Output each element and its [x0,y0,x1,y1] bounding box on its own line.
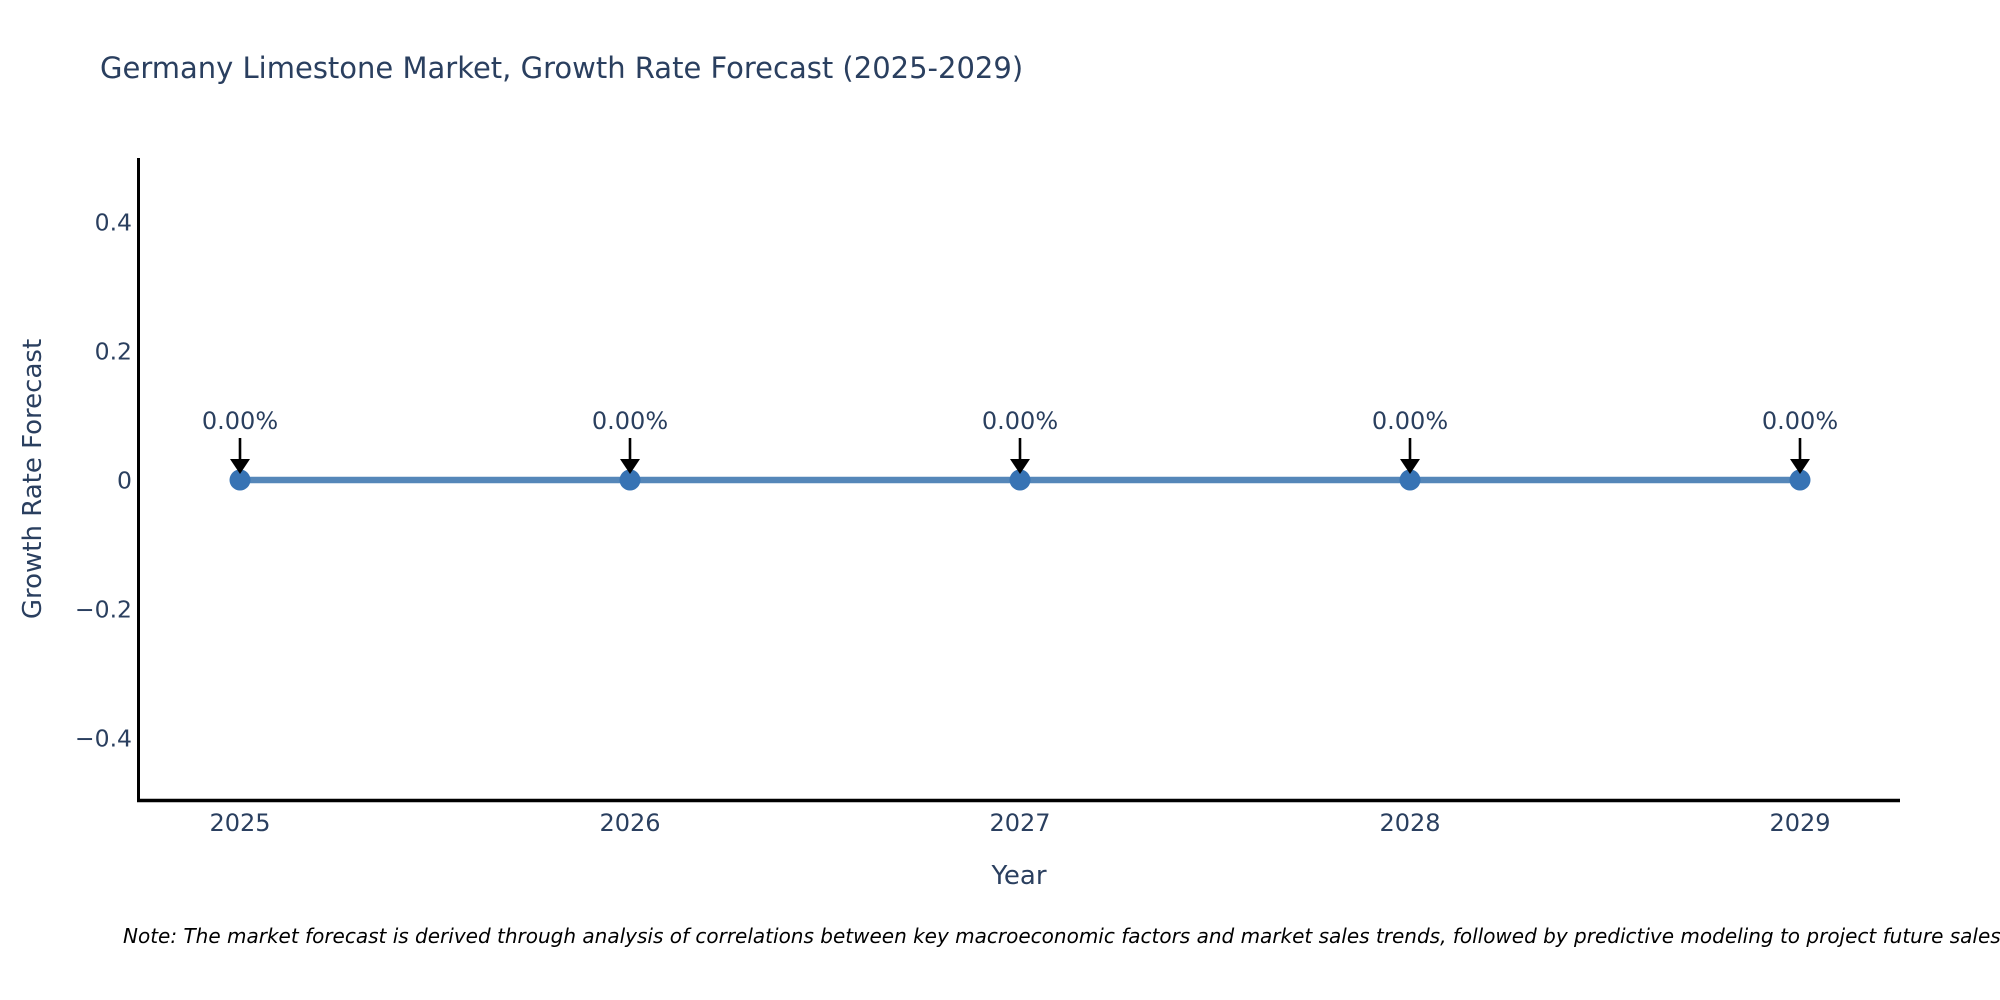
data-point-marker [1009,469,1031,491]
x-tick-label: 2025 [209,809,270,837]
annotation-label: 0.00% [1372,407,1448,435]
y-tick-label: 0.4 [95,209,132,237]
x-tick-label: 2028 [1379,809,1440,837]
annotation-arrowhead-icon [1790,459,1810,474]
x-axis-tick-labels: 2025 2026 2027 2028 2029 [209,809,1830,837]
annotation-label: 0.00% [982,407,1058,435]
chart-title: Germany Limestone Market, Growth Rate Fo… [100,51,1024,85]
y-tick-label: −0.4 [75,725,132,753]
annotations-layer: 0.00% 0.00% 0.00% 0.00% 0.00% [202,407,1838,474]
data-point-marker [1789,469,1811,491]
annotation-label: 0.00% [202,407,278,435]
y-axis-title: Growth Rate Forecast [18,338,48,620]
growth-rate-trace [229,469,1811,491]
x-tick-label: 2029 [1769,809,1830,837]
annotation-label: 0.00% [1762,407,1838,435]
x-tick-label: 2026 [599,809,660,837]
annotation-arrowhead-icon [230,459,250,474]
data-point-marker [1399,469,1421,491]
y-tick-label: −0.2 [75,596,132,624]
y-tick-label: 0 [117,467,132,495]
annotation-arrowhead-icon [1010,459,1030,474]
y-tick-label: 0.2 [95,338,132,366]
annotation-arrowhead-icon [1400,459,1420,474]
x-axis-title: Year [991,861,1047,891]
annotation-arrowhead-icon [620,459,640,474]
annotation-label: 0.00% [592,407,668,435]
data-point-marker [229,469,251,491]
footnote: Note: The market forecast is derived thr… [123,924,2000,948]
data-point-marker [619,469,641,491]
y-axis-tick-labels: 0.4 0.2 0 −0.2 −0.4 [75,209,132,753]
x-tick-label: 2027 [989,809,1050,837]
